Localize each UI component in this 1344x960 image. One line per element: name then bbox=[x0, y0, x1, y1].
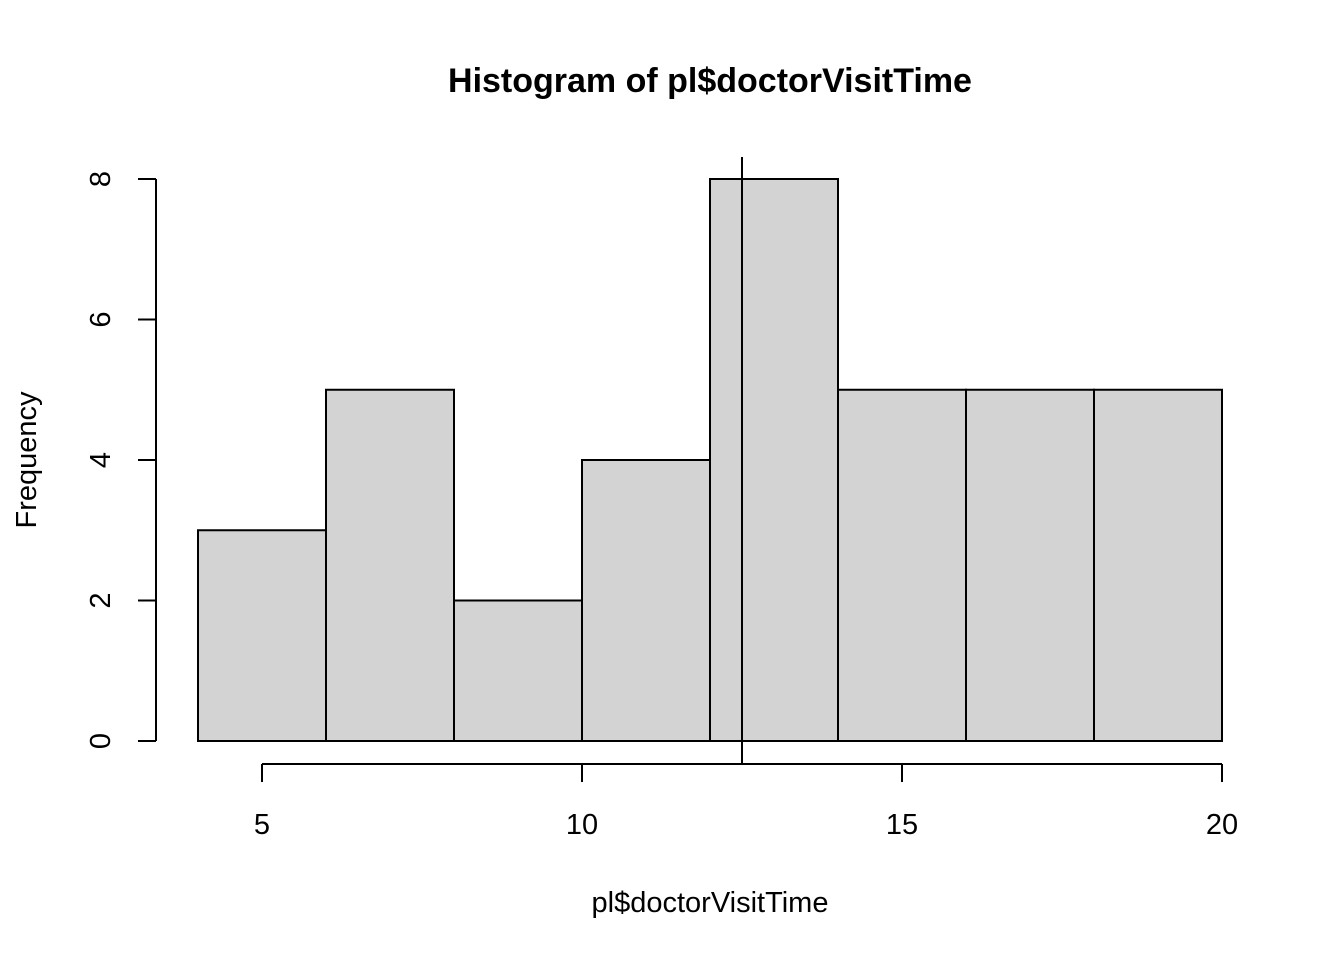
chart-title: Histogram of pl$doctorVisitTime bbox=[448, 62, 972, 100]
y-tick-label: 0 bbox=[85, 733, 117, 749]
y-axis-label: Frequency bbox=[11, 391, 43, 529]
x-tick-label: 5 bbox=[254, 809, 270, 841]
x-tick-label: 15 bbox=[886, 809, 918, 841]
histogram-bar-2 bbox=[325, 388, 455, 742]
y-tick-label: 6 bbox=[85, 311, 117, 327]
histogram-bar-6 bbox=[837, 388, 967, 742]
histogram-bar-8 bbox=[1093, 388, 1223, 742]
x-axis: 5 10 15 20 bbox=[254, 763, 1238, 841]
y-tick-label: 8 bbox=[85, 171, 117, 187]
y-tick-label: 4 bbox=[85, 452, 117, 468]
histogram-bar-3 bbox=[453, 599, 583, 742]
histogram-bar-4 bbox=[581, 459, 711, 742]
x-tick-label: 10 bbox=[566, 809, 598, 841]
x-axis-label: pl$doctorVisitTime bbox=[592, 887, 829, 919]
histogram-bar-1 bbox=[197, 529, 327, 742]
y-tick-label: 2 bbox=[85, 592, 117, 608]
histogram-bar-5 bbox=[709, 178, 839, 742]
bars-group bbox=[197, 178, 1223, 742]
x-tick-label: 20 bbox=[1206, 809, 1238, 841]
histogram-bar-7 bbox=[965, 388, 1095, 742]
y-axis: 0 2 4 6 8 bbox=[85, 171, 157, 749]
